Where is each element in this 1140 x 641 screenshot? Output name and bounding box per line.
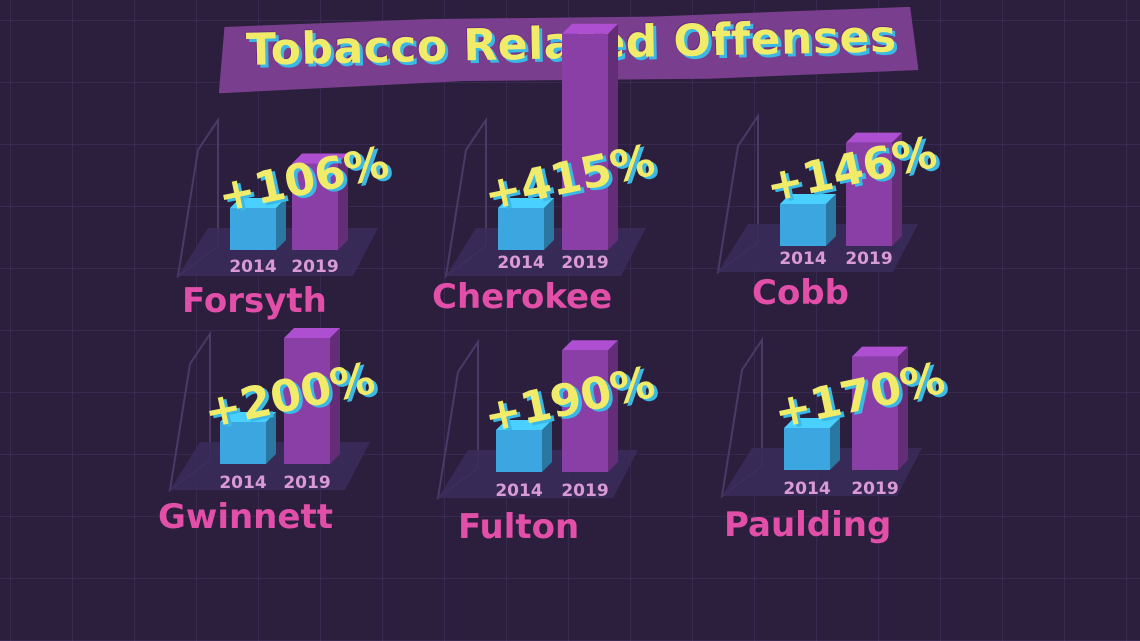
year-label-cherokee-2014: 2014 [497, 253, 544, 273]
county-label-cobb: Cobb [752, 273, 849, 313]
bar-cherokee-2014 [498, 198, 554, 250]
year-label-cobb-2014: 2014 [779, 249, 826, 269]
year-label-fulton-2014: 2014 [495, 481, 542, 501]
year-label-forsyth-2019: 2019 [291, 257, 338, 277]
year-label-gwinnett-2019: 2019 [283, 473, 330, 493]
bar-gwinnett-2019 [284, 328, 340, 464]
bar-paulding-2014 [784, 418, 840, 470]
county-label-fulton: Fulton [458, 507, 579, 547]
county-label-paulding: Paulding [724, 505, 891, 545]
bar-fulton-2014 [496, 420, 552, 472]
bar-gwinnett-2014 [220, 412, 276, 464]
bar-forsyth-2014 [230, 198, 286, 250]
bar-cobb-2019 [846, 132, 902, 246]
year-label-fulton-2019: 2019 [561, 481, 608, 501]
bar-cherokee-2019 [562, 23, 618, 251]
year-label-paulding-2019: 2019 [851, 479, 898, 499]
bar-forsyth-2019 [292, 153, 348, 250]
bar-fulton-2019 [562, 340, 618, 472]
year-label-forsyth-2014: 2014 [229, 257, 276, 277]
year-label-cherokee-2019: 2019 [561, 253, 608, 273]
bar-cobb-2014 [780, 194, 836, 246]
county-label-cherokee: Cherokee [432, 277, 612, 317]
year-label-gwinnett-2014: 2014 [219, 473, 266, 493]
bar-paulding-2019 [852, 346, 908, 470]
year-label-paulding-2014: 2014 [783, 479, 830, 499]
county-label-gwinnett: Gwinnett [158, 497, 333, 537]
year-label-cobb-2019: 2019 [845, 249, 892, 269]
county-label-forsyth: Forsyth [182, 281, 327, 321]
